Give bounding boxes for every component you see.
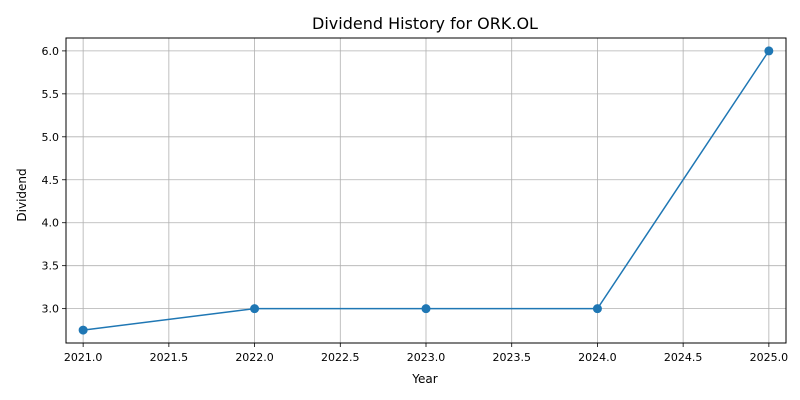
data-point xyxy=(250,304,260,314)
x-tick-label: 2021.5 xyxy=(150,351,189,364)
x-tick-label: 2022.5 xyxy=(321,351,360,364)
y-tick-label: 3.0 xyxy=(42,303,60,316)
y-tick-label: 4.0 xyxy=(42,217,60,230)
y-tick-label: 5.0 xyxy=(42,131,60,144)
y-tick-label: 6.0 xyxy=(42,45,60,58)
ticks: 2021.0 2021.5 2022.0 2022.5 2023.0 2023.5 2024… xyxy=(42,45,789,364)
data-point xyxy=(764,46,774,56)
y-axis-label: Dividend xyxy=(15,168,29,221)
x-tick-label: 2024.5 xyxy=(664,351,703,364)
grid xyxy=(66,38,786,343)
data-point xyxy=(421,304,431,314)
y-tick-label: 3.5 xyxy=(42,260,60,273)
x-tick-label: 2024.0 xyxy=(578,351,617,364)
x-tick-label: 2023.5 xyxy=(492,351,531,364)
x-tick-label: 2025.0 xyxy=(750,351,789,364)
x-tick-label: 2022.0 xyxy=(235,351,274,364)
data-point xyxy=(78,325,88,335)
x-tick-label: 2021.0 xyxy=(64,351,103,364)
data-point xyxy=(592,304,602,314)
y-tick-label: 4.5 xyxy=(42,174,60,187)
x-axis-label: Year xyxy=(411,372,437,386)
series-layer xyxy=(78,46,774,335)
chart-title: Dividend History for ORK.OL xyxy=(312,14,538,33)
y-tick-label: 5.5 xyxy=(42,88,60,101)
x-tick-label: 2023.0 xyxy=(407,351,446,364)
